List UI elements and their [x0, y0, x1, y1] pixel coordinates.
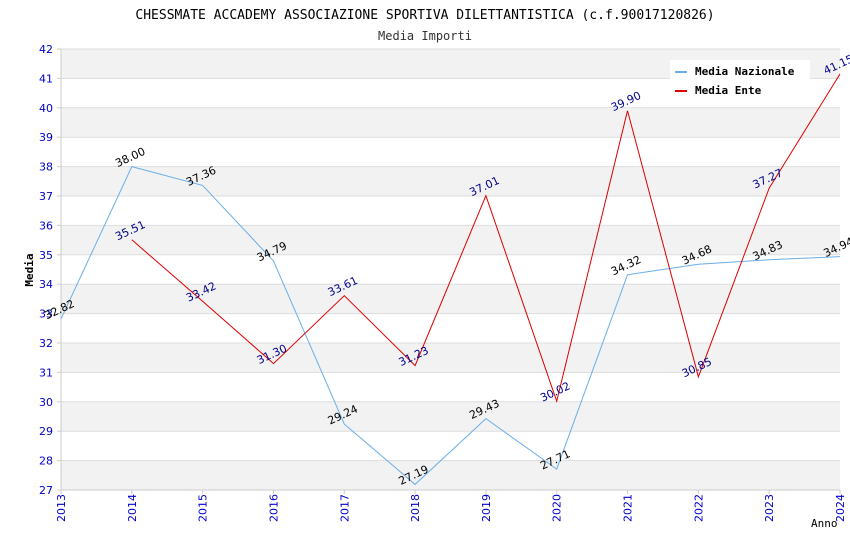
grid-band	[61, 284, 840, 314]
y-tick-label: 34	[39, 278, 53, 291]
x-tick-label: 2015	[197, 494, 210, 522]
data-label: 32.82	[42, 297, 76, 322]
chart-subtitle: Media Importi	[378, 29, 472, 43]
x-tick-label: 2017	[338, 494, 351, 522]
y-tick-label: 40	[39, 102, 53, 115]
y-tick-label: 38	[39, 161, 53, 174]
y-tick-label: 31	[39, 366, 53, 379]
series-lines	[60, 73, 841, 486]
y-tick-label: 41	[39, 72, 53, 85]
y-tick-label: 36	[39, 219, 53, 232]
y-tick-labels: 27 28 29 30 31 32 33 34 35 36 37 38 39 40 41 42	[39, 43, 53, 497]
y-tick-label: 33	[39, 308, 53, 321]
y-tick-label: 27	[39, 484, 53, 497]
grid-bands	[61, 49, 840, 490]
legend-label-media-ente: Media Ente	[695, 84, 762, 97]
y-tick-label: 35	[39, 249, 53, 262]
x-tick-label: 2021	[622, 494, 635, 522]
grid-band	[61, 225, 840, 255]
x-tick-label: 2018	[409, 494, 422, 522]
x-tick-label: 2023	[763, 494, 776, 522]
series-line-media-nazionale	[60, 166, 841, 486]
grid-band	[61, 166, 840, 196]
series-line-media-ente	[131, 73, 841, 403]
legend: Media Nazionale Media Ente	[670, 60, 810, 100]
legend-label-media-nazionale: Media Nazionale	[695, 65, 795, 78]
grid-band	[61, 460, 840, 490]
grid-band	[61, 401, 840, 432]
chart-title: CHESSMATE ACCADEMY ASSOCIAZIONE SPORTIVA…	[135, 8, 714, 23]
x-tick-label: 2022	[692, 494, 705, 522]
x-tick-label: 2019	[480, 494, 493, 522]
y-tick-label: 32	[39, 337, 53, 350]
y-tick-label: 37	[39, 190, 53, 203]
x-tick-label: 2024	[834, 494, 847, 522]
x-tick-label: 2020	[551, 494, 564, 522]
grid-band	[61, 107, 840, 138]
x-tick-label: 2013	[55, 494, 68, 522]
x-tick-labels: 2013 2014 2015 2016 2017 2018 2019 2020 2021 2022…	[55, 494, 847, 522]
y-tick-label: 28	[39, 455, 53, 468]
y-axis-label: Media	[23, 253, 36, 286]
x-tick-label: 2014	[126, 494, 139, 522]
gridlines	[61, 48, 840, 491]
x-axis-label: Anno	[811, 517, 838, 530]
x-tick-label: 2016	[267, 494, 280, 522]
axes	[57, 48, 841, 494]
data-label: 34.32	[609, 253, 643, 278]
y-tick-label: 30	[39, 396, 53, 409]
y-tick-label: 39	[39, 131, 53, 144]
y-tick-label: 42	[39, 43, 53, 56]
grid-band	[61, 343, 840, 373]
legend-box	[670, 60, 810, 100]
y-tick-label: 29	[39, 425, 53, 438]
data-label: 30.02	[538, 379, 572, 404]
